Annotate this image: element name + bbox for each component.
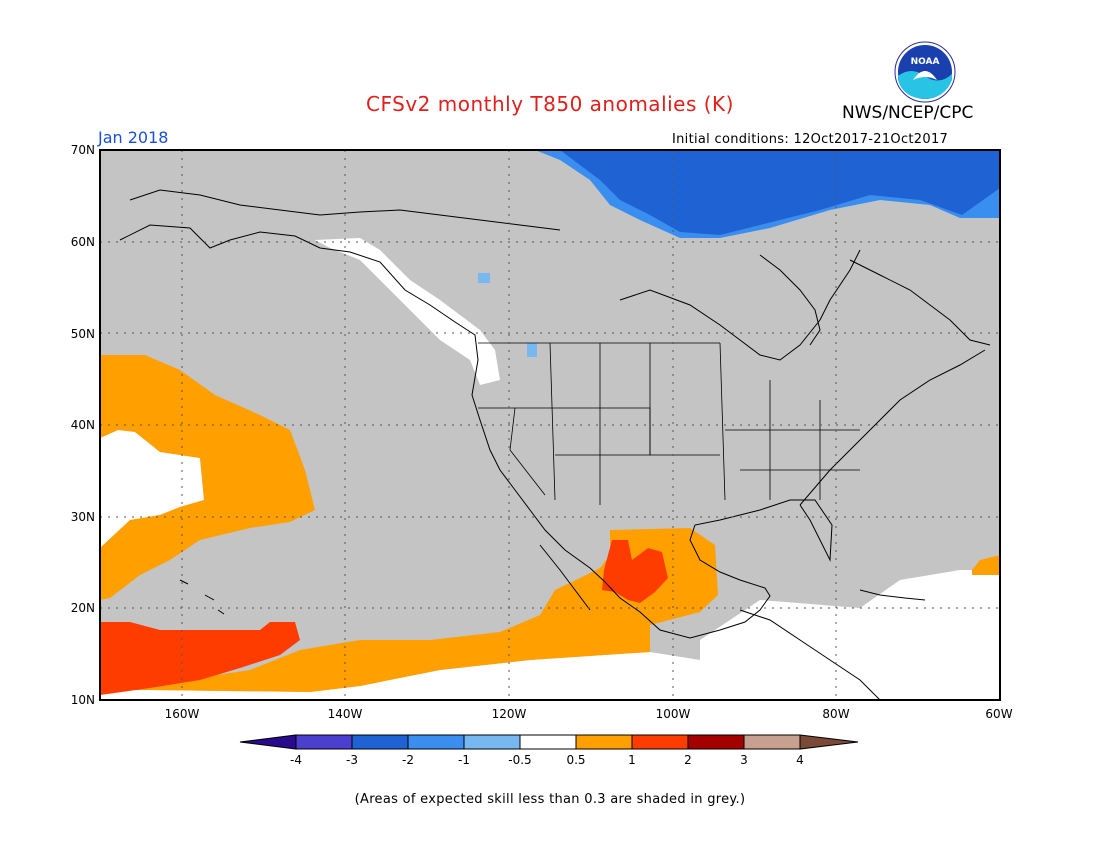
- cold-anomaly-small: [478, 273, 490, 283]
- lon-tick-label: 140W: [328, 707, 363, 721]
- initial-conditions-label: Initial conditions: 12Oct2017-21Oct2017: [672, 132, 949, 147]
- logo-text: NOAA: [911, 57, 940, 67]
- near-normal-region-alaska-coast: [315, 238, 500, 385]
- cold-anomaly-arctic-core: [560, 150, 1000, 235]
- lat-tick-label: 20N: [71, 601, 95, 615]
- colorbar-label: 3: [740, 753, 748, 767]
- grid-lines: [100, 150, 1000, 700]
- colorbar-swatch: [407, 734, 465, 750]
- colorbar-swatch: [631, 734, 689, 750]
- agency-label: NWS/NCEP/CPC: [842, 103, 974, 123]
- colorbar-label: -2: [402, 753, 414, 767]
- colorbar-arrow-high: [799, 734, 859, 750]
- lon-tick-label: 100W: [656, 707, 691, 721]
- colorbar-label: -4: [290, 753, 302, 767]
- warm-anomaly-band-pacific: [100, 355, 315, 600]
- colorbar-label: 2: [684, 753, 692, 767]
- chart-title: CFSv2 monthly T850 anomalies (K): [366, 92, 734, 116]
- warm-anomaly-strong-pacific: [100, 622, 300, 695]
- colorbar-label: 4: [796, 753, 804, 767]
- near-normal-region-pacific-west: [100, 430, 204, 548]
- lat-tick-label: 50N: [71, 327, 95, 341]
- colorbar-label: 1: [628, 753, 636, 767]
- lon-tick-label: 60W: [985, 707, 1012, 721]
- colorbar-swatch: [687, 734, 745, 750]
- lon-tick-label: 160W: [165, 707, 200, 721]
- map-area: [100, 150, 1000, 700]
- near-normal-region-south: [100, 652, 700, 700]
- colorbar-swatch: [575, 734, 633, 750]
- colorbar-label: -1: [458, 753, 470, 767]
- lat-tick-label: 30N: [71, 510, 95, 524]
- map-frame: [99, 149, 1001, 701]
- colorbar-swatch: [519, 734, 577, 750]
- warm-anomaly-band-south-pacific: [100, 528, 718, 692]
- colorbar-swatch: [463, 734, 521, 750]
- colorbar-swatch: [743, 734, 801, 750]
- colorbar: -4 -3 -2 -1 -0.5 0.5 1 2 3 4: [239, 734, 859, 767]
- latitude-ticks: 10N 20N 30N 40N 50N 60N 70N: [71, 143, 95, 707]
- colorbar-label: -0.5: [508, 753, 531, 767]
- colorbar-arrow-low: [239, 734, 297, 750]
- longitude-ticks: 160W 140W 120W 100W 80W 60W: [165, 707, 1013, 721]
- warm-anomaly-caribbean: [972, 555, 1000, 575]
- noaa-logo: NOAA: [894, 41, 956, 103]
- near-normal-region-central-america: [700, 570, 1000, 700]
- colorbar-swatch: [351, 734, 409, 750]
- lat-tick-label: 10N: [71, 693, 95, 707]
- colorbar-swatch: [295, 734, 353, 750]
- warm-anomaly-strong-mexico: [602, 540, 668, 603]
- lat-tick-label: 40N: [71, 418, 95, 432]
- state-borders: [478, 342, 860, 505]
- lon-tick-label: 120W: [492, 707, 527, 721]
- lon-tick-label: 80W: [822, 707, 849, 721]
- footnote: (Areas of expected skill less than 0.3 a…: [354, 792, 746, 807]
- valid-month-label: Jan 2018: [98, 128, 169, 147]
- cold-anomaly-small: [527, 343, 537, 357]
- lat-tick-label: 70N: [71, 143, 95, 157]
- lat-tick-label: 60N: [71, 235, 95, 249]
- colorbar-label: 0.5: [566, 753, 585, 767]
- coastlines: [119, 189, 991, 700]
- colorbar-label: -3: [346, 753, 358, 767]
